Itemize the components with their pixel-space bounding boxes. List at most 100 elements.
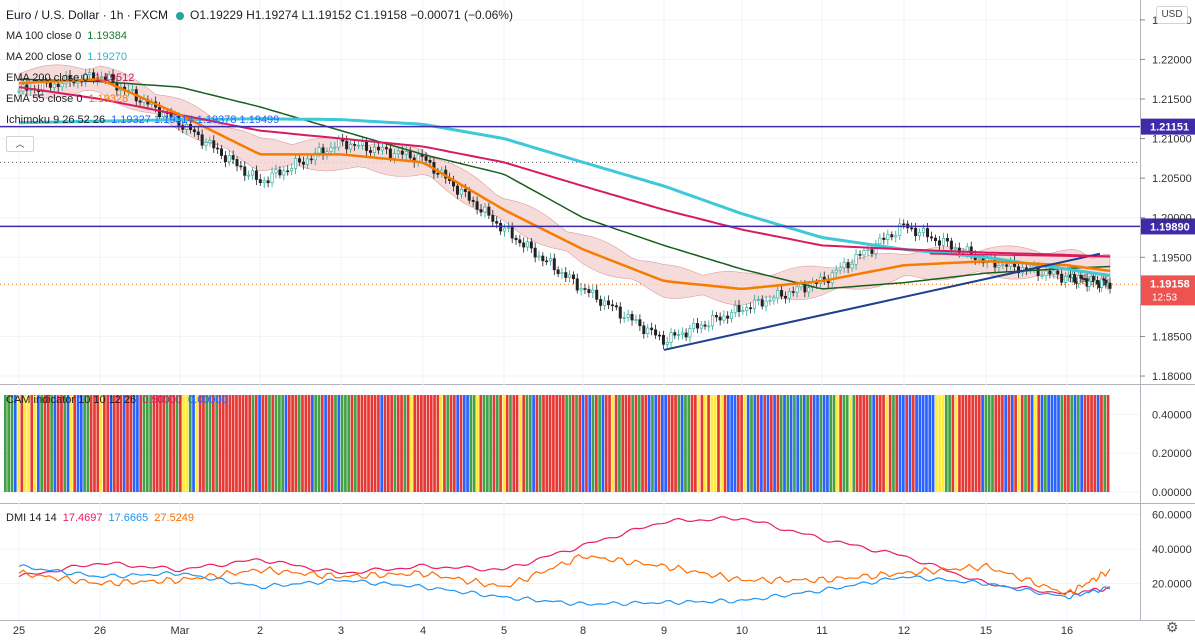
candle-body — [506, 227, 510, 229]
candle-body — [941, 238, 945, 246]
cam-bar — [700, 395, 704, 492]
cam-bar — [783, 395, 786, 492]
cam-bar — [66, 395, 70, 492]
cam-bar — [631, 395, 634, 492]
trendline[interactable] — [663, 252, 1111, 351]
cam-bar — [535, 395, 539, 492]
cam-bar — [670, 395, 674, 492]
candle-body — [933, 237, 937, 242]
cam-bar — [152, 395, 156, 492]
collapse-legend-button[interactable]: ︿ — [6, 136, 34, 152]
candle-body — [749, 307, 753, 310]
candle-body — [84, 74, 88, 83]
cam-bar — [330, 395, 334, 492]
cam-bar — [188, 395, 192, 492]
cam-bar — [558, 395, 562, 492]
legend-dmi-value-3: 27.5249 — [154, 512, 195, 524]
cam-bar — [598, 395, 601, 492]
legend-ma200[interactable]: MA 200 close 0 1.19270 — [6, 51, 127, 63]
legend-ma200-label: MA 200 close 0 — [6, 51, 82, 63]
candle-body — [842, 262, 846, 269]
candle-body — [329, 147, 333, 152]
cam-bar — [225, 395, 228, 492]
cam-bar — [720, 395, 724, 492]
candle-body — [630, 314, 634, 321]
cam-bar — [1090, 395, 1093, 492]
legend-ichimoku[interactable]: Ichimoku 9 26 52 26 1.19327 1.19314 1.193… — [6, 114, 279, 126]
cam-bar — [30, 395, 34, 492]
cam-bar — [93, 395, 96, 492]
cam-bar — [132, 395, 136, 492]
time-tick-label: 10 — [736, 625, 748, 637]
cam-bar — [17, 395, 20, 492]
cam-bar — [987, 395, 991, 492]
cam-bar — [859, 395, 862, 492]
candle-body — [669, 332, 673, 343]
legend-cam[interactable]: CAM indicator 10 10 12 26 0.50000 0.00000 — [6, 394, 228, 406]
cam-bar — [413, 395, 417, 492]
candle-body — [239, 165, 243, 168]
cam-bar — [175, 395, 179, 492]
candle-body — [455, 185, 459, 195]
cam-bar — [984, 395, 988, 492]
cam-bar — [1047, 395, 1050, 492]
cam-bar — [251, 395, 255, 492]
candle-body — [365, 141, 369, 151]
time-tick-label: 12 — [898, 625, 910, 637]
candle-body — [745, 307, 749, 311]
cam-bar — [888, 395, 892, 492]
cam-bar — [977, 395, 981, 492]
legend-dmi[interactable]: DMI 14 14 17.4697 17.6665 27.5249 — [6, 512, 194, 524]
dmi-pane[interactable] — [0, 504, 1140, 620]
cam-bar — [545, 395, 549, 492]
cam-bar — [1070, 395, 1074, 492]
cam-bar — [466, 395, 469, 492]
candle-body — [878, 237, 882, 245]
cam-bar — [53, 395, 57, 492]
cam-bar — [591, 395, 595, 492]
candle-body — [1048, 270, 1052, 275]
candle-body — [791, 291, 795, 293]
candle-body — [752, 299, 756, 310]
legend-ichimoku-value: 1.19327 1.19314 1.19378 1.19499 — [111, 114, 280, 126]
candle-body — [930, 236, 934, 239]
candle-body — [192, 129, 196, 133]
cam-bar — [456, 395, 460, 492]
legend-ma100[interactable]: MA 100 close 0 1.19384 — [6, 30, 127, 42]
candle-body — [583, 288, 587, 290]
currency-button[interactable]: USD — [1156, 6, 1188, 24]
cam-bar — [192, 395, 195, 492]
horizontal-levels[interactable]: 1.21151 1.19890 1.19158 12:53 — [0, 118, 1195, 306]
candle-body — [88, 72, 92, 75]
cam-bar — [419, 395, 423, 492]
candle-body — [404, 151, 408, 155]
symbol-title[interactable]: Euro / U.S. Dollar · 1h · FXCM — [6, 8, 169, 22]
cam-bar — [43, 395, 47, 492]
cam-bar — [776, 395, 780, 492]
time-tick-label: 9 — [661, 625, 667, 637]
cam-bars — [4, 395, 1110, 492]
candle-body — [564, 272, 568, 278]
candle-body — [703, 324, 707, 327]
price-tick-label: 1.20500 — [1152, 173, 1192, 185]
cam-bar — [611, 395, 615, 492]
candle-body — [764, 300, 768, 307]
legend-ema200[interactable]: EMA 200 close 0 1.19512 — [6, 72, 134, 84]
candle-body — [369, 150, 373, 153]
rising-trendline — [663, 252, 1101, 351]
cam-bar — [439, 395, 443, 492]
cam-bar — [106, 395, 110, 492]
cam-bar — [1093, 395, 1097, 492]
legend-ema55[interactable]: EMA 55 close 0 1.19328 — [6, 93, 128, 105]
candle-body — [309, 158, 313, 161]
cam-bar — [502, 395, 506, 492]
candle-body — [850, 263, 854, 269]
cam-bar — [651, 395, 654, 492]
cam-bar — [86, 395, 90, 492]
candle-body — [514, 237, 518, 241]
cam-bar — [159, 395, 162, 492]
main-pane[interactable] — [0, 0, 1140, 384]
candle-body — [270, 172, 274, 184]
settings-gear-icon[interactable]: ⚙ — [1166, 619, 1179, 635]
